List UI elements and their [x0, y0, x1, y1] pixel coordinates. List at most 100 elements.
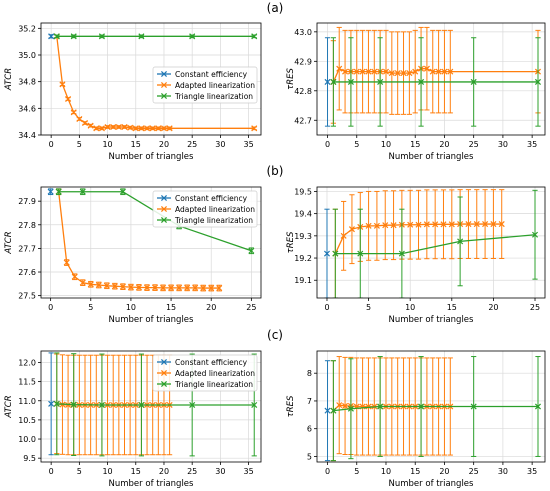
data-point	[251, 125, 258, 132]
data-point	[208, 285, 215, 292]
x-tick-label: 35	[527, 467, 537, 476]
x-tick-label: 5	[77, 467, 82, 476]
data-point	[365, 68, 372, 75]
series-constant_efficiency	[324, 360, 331, 462]
y-tick-label: 11.5	[18, 378, 36, 387]
x-tick-label: 20	[488, 303, 498, 312]
x-tick-label: 15	[447, 303, 457, 312]
data-point	[323, 250, 331, 257]
legend-marker	[160, 205, 168, 213]
x-axis-label: Number of triangles	[389, 479, 475, 489]
data-point	[98, 125, 105, 132]
series-constant_efficiency	[324, 37, 331, 127]
data-point	[432, 221, 439, 228]
x-tick-label: 15	[131, 140, 141, 149]
legend-marker	[160, 92, 168, 100]
x-tick-label: 10	[102, 467, 112, 476]
legend: Constant efficiency Adapted linearization…	[152, 190, 258, 228]
data-point	[70, 109, 77, 116]
legend-label: Adapted linearization	[175, 369, 255, 378]
x-tick-label: 0	[325, 140, 330, 149]
y-tick-label: 42.7	[294, 116, 312, 125]
y-tick-label: 12.0	[18, 358, 36, 367]
chart-c-atcr: 0 5 10 15 20 25 30 35 9.5 10.0 10.5 11.0 11.5 12.0 Num…	[4, 350, 262, 489]
data-point	[473, 221, 480, 228]
data-point	[353, 68, 360, 75]
data-point	[429, 68, 436, 75]
legend-label: Constant efficiency	[175, 70, 248, 79]
data-point	[534, 78, 542, 85]
plot-area-c-tau	[324, 356, 542, 462]
data-point	[127, 124, 134, 131]
data-point	[189, 33, 196, 40]
data-point	[441, 68, 448, 75]
data-point	[377, 403, 384, 410]
chart-b-tau: 0 5 10 15 20 25 19.1 19.2 19.3 19.4 19.5 Number of …	[286, 186, 546, 325]
y-tick-label: 27.8	[18, 221, 36, 230]
data-point	[340, 232, 347, 239]
data-point	[359, 68, 366, 75]
data-point	[406, 70, 413, 77]
x-tick-label: 20	[439, 467, 449, 476]
axes-frame	[316, 350, 546, 463]
x-tick-label: 25	[469, 467, 479, 476]
data-point	[324, 407, 331, 414]
x-tick-label: 10	[102, 140, 112, 149]
y-tick-label: 27.6	[18, 268, 36, 277]
data-point	[482, 221, 489, 228]
data-point	[531, 231, 539, 238]
y-axis-label: τRES	[286, 231, 296, 253]
data-point	[48, 33, 55, 40]
data-point	[87, 122, 94, 129]
data-point	[435, 68, 442, 75]
plot-area-b-atcr	[47, 188, 255, 292]
chart-a-tau: 0 5 10 15 20 25 30 35 42.7 42.8 42.9 43.0 Number of …	[286, 22, 546, 162]
x-tick-label: 10	[381, 140, 391, 149]
y-tick-label: 8	[307, 369, 312, 378]
data-point	[95, 281, 102, 289]
data-point	[465, 221, 472, 228]
data-point	[135, 284, 142, 291]
data-point	[53, 400, 60, 407]
legend-label: Triangle linearization	[174, 380, 253, 389]
data-point	[423, 221, 430, 228]
data-point	[71, 273, 78, 280]
y-tick-label: 5	[307, 452, 312, 461]
x-tick-label: 20	[206, 303, 216, 312]
data-point	[144, 125, 151, 132]
axes-frame	[316, 22, 546, 136]
data-point	[189, 401, 196, 408]
data-point	[330, 407, 337, 414]
plot-area-a-tau	[324, 26, 542, 127]
data-point	[347, 78, 354, 85]
x-tick-label: 30	[498, 140, 508, 149]
legend-entry-adapted_linearization: Adapted linearization	[157, 369, 255, 378]
x-tick-label: 25	[530, 303, 540, 312]
data-point	[248, 247, 255, 254]
data-point	[138, 401, 145, 408]
legend-label: Constant efficiency	[175, 194, 248, 203]
data-point	[336, 402, 343, 409]
x-tick-label: 5	[354, 467, 359, 476]
data-point	[365, 222, 372, 229]
x-tick-label: 25	[187, 467, 197, 476]
plot-area-b-tau	[323, 189, 539, 298]
data-point	[415, 221, 422, 228]
panel-label-b: (b)	[267, 164, 284, 178]
legend-box	[152, 190, 258, 228]
data-point	[347, 405, 354, 412]
data-point	[447, 68, 454, 75]
data-point	[251, 401, 258, 408]
legend-label: Constant efficiency	[175, 358, 248, 367]
legend-label: Adapted linearization	[175, 81, 255, 90]
axes-frame	[40, 350, 262, 463]
data-point	[534, 403, 542, 410]
data-point	[216, 285, 223, 292]
data-point	[132, 125, 139, 132]
x-tick-label: 0	[324, 303, 329, 312]
y-tick-label: 19.2	[294, 254, 312, 263]
x-tick-label: 15	[166, 303, 176, 312]
x-tick-label: 0	[48, 303, 53, 312]
data-point	[168, 284, 175, 291]
